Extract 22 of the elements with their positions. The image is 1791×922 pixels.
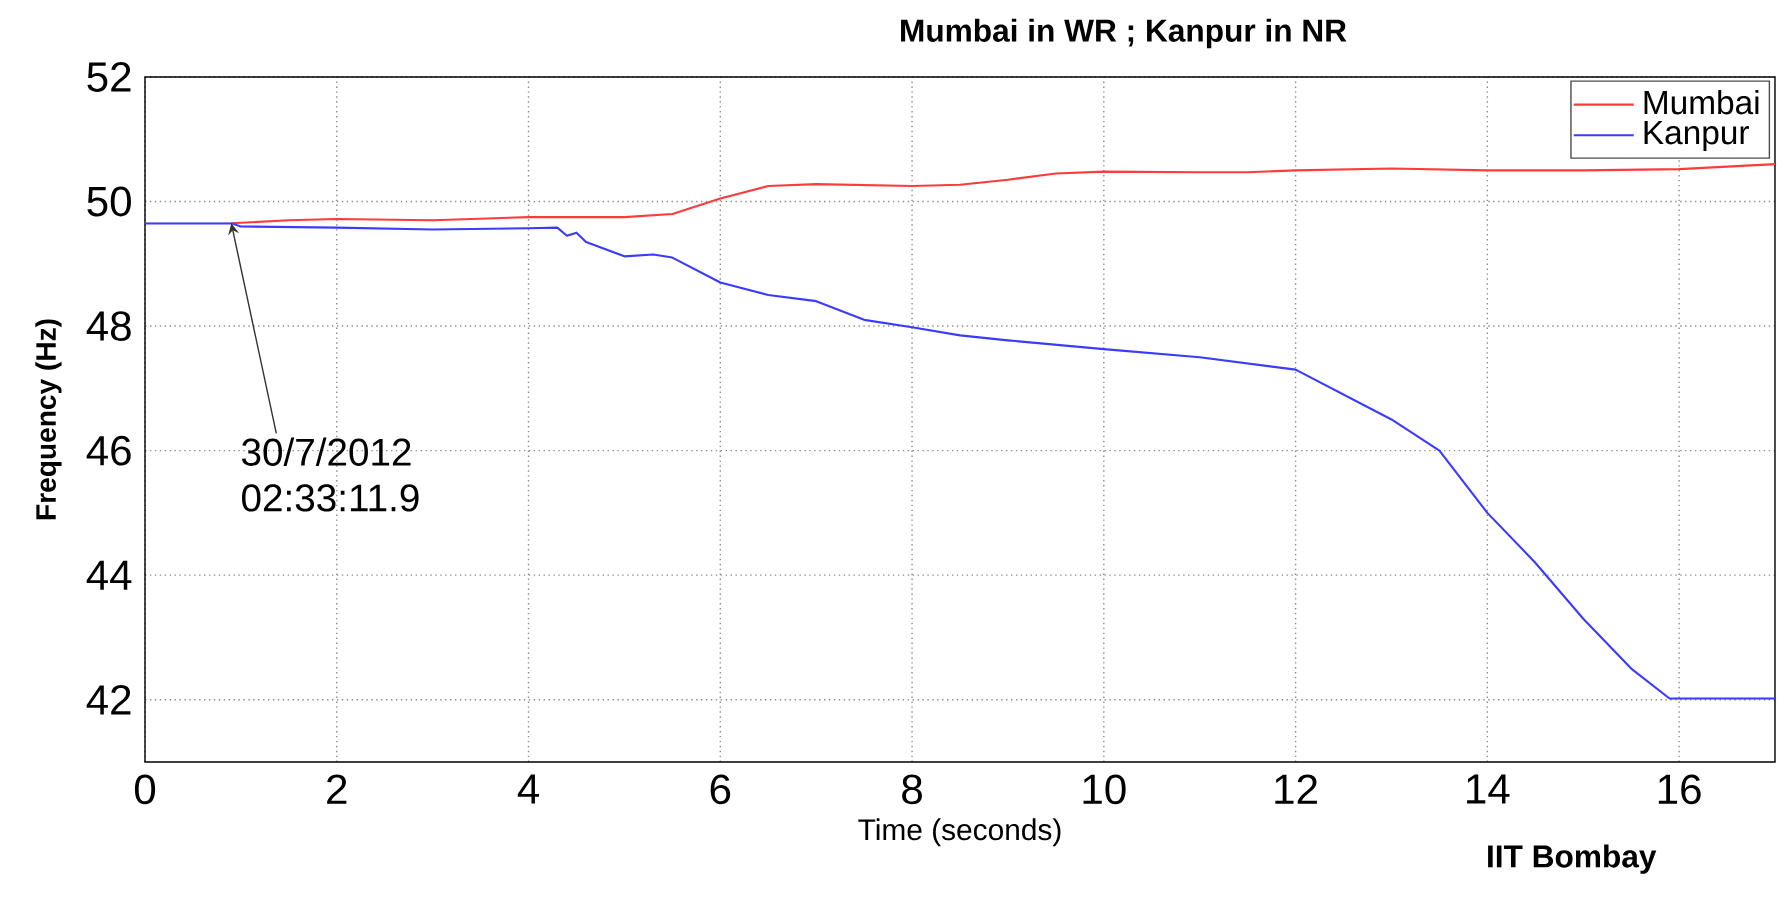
y-tick-label: 52 [87, 62, 131, 92]
y-tick-label: 44 [86, 560, 132, 590]
y-tick-label: 48 [86, 311, 131, 341]
y-tick-label: 42 [86, 685, 131, 715]
x-tick-label: 12 [1275, 774, 1317, 804]
y-tick-label: 46 [86, 435, 131, 466]
legend-label: Kanpur [1644, 121, 1749, 152]
text: IIT Bombay [1488, 844, 1657, 874]
x-axis-title: Time (seconds) [858, 818, 1061, 847]
annotation: 30/7/2012 02:33:11.9 [242, 437, 419, 512]
x-tick-label: 10 [1083, 774, 1126, 805]
x-tick-label: 2 [327, 774, 347, 804]
x-tick-label: 14 [1467, 774, 1510, 804]
x-tick-label: 8 [902, 774, 922, 805]
y-axis-title: Frequency (Hz) [35, 319, 62, 520]
legend-label: Mumbai [1644, 89, 1759, 115]
x-tick-label: 16 [1658, 774, 1701, 805]
chart-title: Mumbai in WR ; Kanpur in NR [901, 18, 1347, 49]
x-tick-label: 4 [517, 774, 540, 804]
x-tick-label: 6 [710, 774, 731, 805]
x-tick-label: 0 [134, 774, 156, 805]
y-tick-label: 50 [87, 186, 131, 217]
